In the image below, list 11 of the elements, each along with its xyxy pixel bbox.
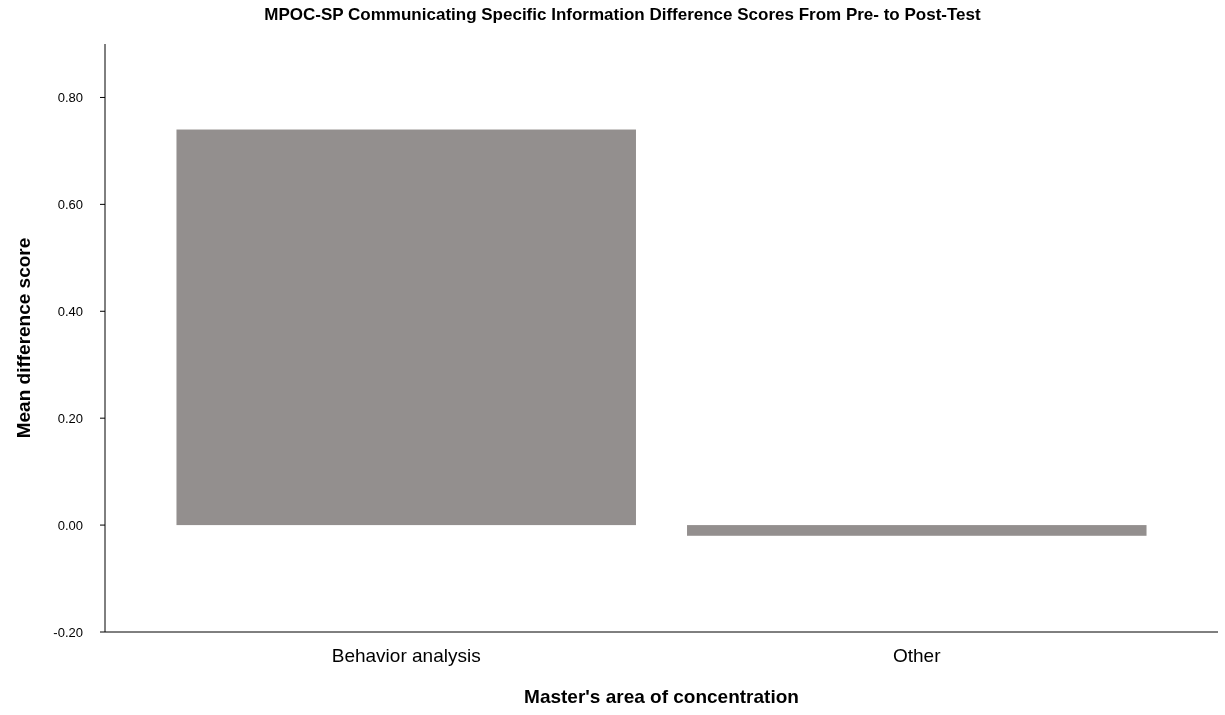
y-tick-label: 0.40 bbox=[57, 303, 83, 319]
y-axis-title: Mean difference score bbox=[13, 237, 34, 439]
x-axis-title: Master's area of concentration bbox=[524, 686, 799, 707]
y-tick-label: 0.00 bbox=[57, 517, 83, 533]
y-tick-label: 0.80 bbox=[57, 90, 83, 105]
y-tick-label: -0.20 bbox=[53, 624, 83, 640]
x-tick-label: Behavior analysis bbox=[331, 645, 481, 666]
y-tick-label: 0.60 bbox=[57, 196, 83, 212]
y-tick-label: 0.20 bbox=[57, 410, 83, 426]
chart-title: MPOC-SP Communicating Specific Information Difference Scores From Pre- to Post-Test bbox=[264, 5, 981, 24]
x-tick-label: Other bbox=[893, 645, 942, 666]
